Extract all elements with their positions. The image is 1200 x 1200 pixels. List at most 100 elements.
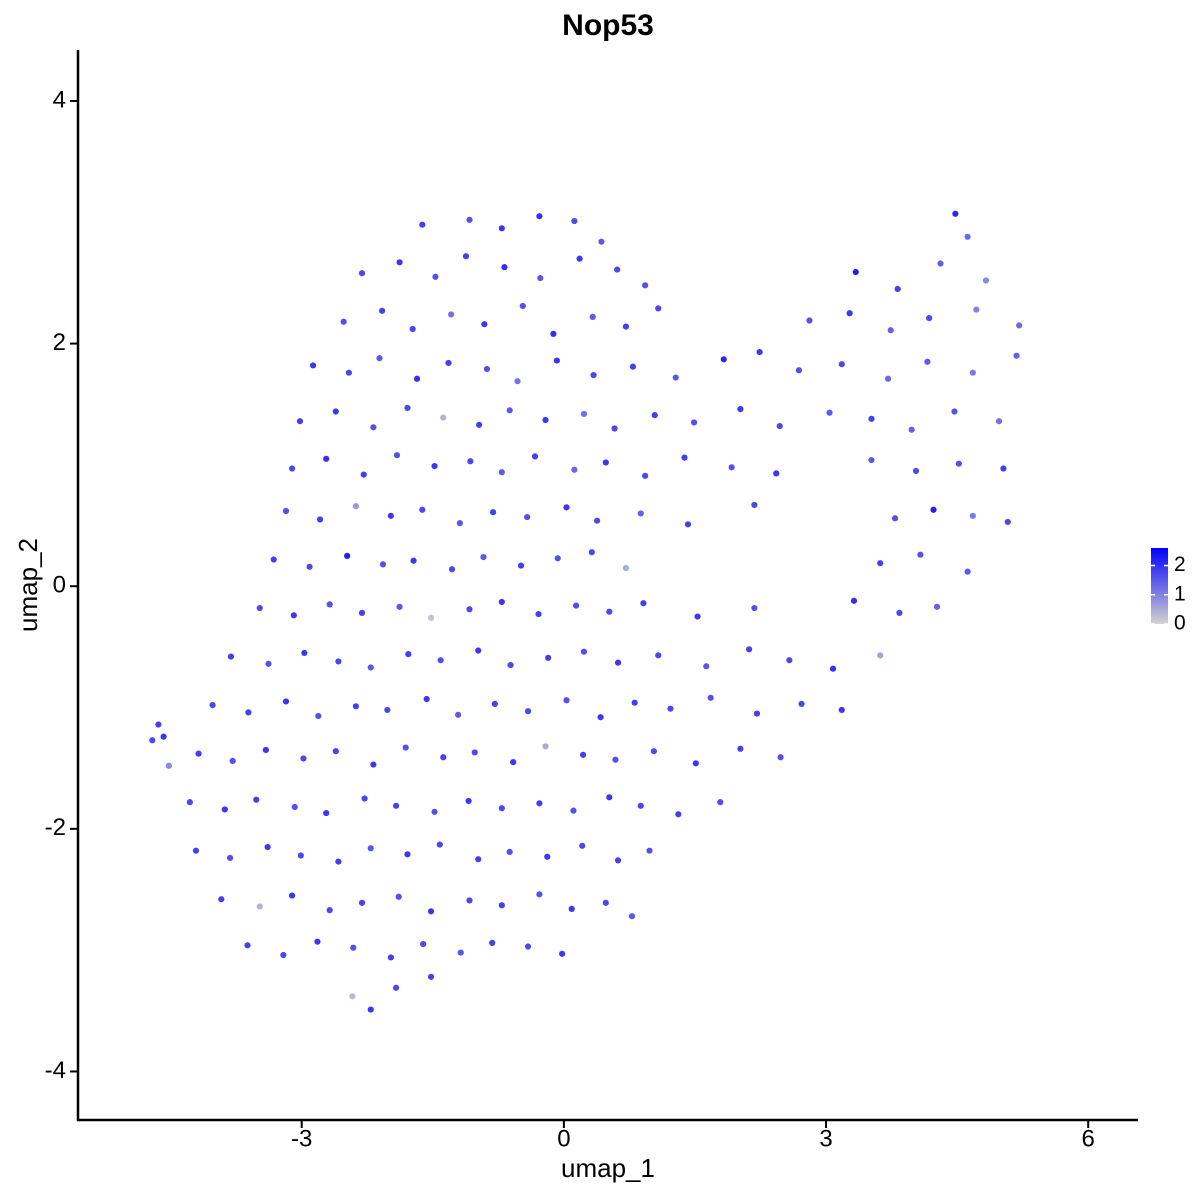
cell-point [229, 757, 236, 765]
cell-point [826, 409, 833, 416]
cell-point [717, 799, 724, 806]
cell-point [370, 424, 377, 431]
cell-point [846, 310, 853, 317]
cell-point [1016, 322, 1023, 329]
colorbar-label: 2 [1174, 553, 1186, 576]
cell-point [535, 611, 542, 618]
cell-point [544, 853, 551, 860]
cell-point [306, 563, 313, 570]
cell-point [751, 501, 758, 509]
cell-point [571, 466, 578, 473]
cell-point [288, 465, 296, 472]
cell-point [471, 749, 478, 756]
cell-point [326, 907, 333, 914]
cell-point [1004, 518, 1011, 526]
cell-point [694, 613, 701, 620]
x-tick-label: 0 [557, 1125, 570, 1152]
cell-point [370, 761, 377, 768]
cell-point [256, 903, 263, 910]
cell-point [413, 375, 421, 382]
cell-point [798, 700, 805, 707]
cell-point [629, 363, 637, 370]
cell-point [506, 848, 513, 855]
cell-point [498, 225, 505, 232]
cell-point [795, 367, 803, 374]
cell-point [545, 654, 552, 661]
cell-point [672, 374, 679, 381]
cell-point [829, 665, 837, 672]
cell-point [498, 902, 505, 909]
cell-point [614, 266, 621, 273]
cell-point [667, 705, 674, 712]
cell-point [933, 603, 941, 610]
cell-point [926, 315, 933, 322]
cell-point [300, 755, 307, 762]
cell-point [955, 460, 962, 467]
x-axis-title: umap_1 [561, 1153, 655, 1183]
y-axis-title: umap_2 [13, 538, 43, 632]
cell-point [838, 361, 845, 368]
cell-point [419, 506, 426, 513]
cell-point [537, 274, 544, 282]
cell-point [221, 806, 228, 813]
cell-point [160, 733, 167, 740]
cell-point [554, 555, 561, 562]
cell-point [455, 711, 462, 718]
cell-point [323, 455, 330, 462]
cell-point [410, 557, 417, 564]
cell-point [498, 805, 505, 812]
cell-point [352, 503, 359, 510]
cell-point [360, 471, 367, 478]
cell-point [536, 800, 543, 807]
cell-point [498, 469, 505, 476]
cell-point [405, 651, 412, 658]
cell-point [332, 408, 339, 415]
cell-point [270, 556, 277, 563]
cell-point [480, 553, 487, 561]
cell-point [440, 414, 447, 421]
cell-point [350, 944, 357, 951]
cell-point [475, 856, 482, 863]
cell-point [589, 313, 596, 320]
cell-point [637, 802, 644, 809]
cell-point [498, 598, 505, 606]
cell-point [894, 285, 901, 293]
cell-point [448, 311, 455, 318]
cell-point [427, 908, 435, 915]
cell-point [571, 217, 578, 225]
cell-point [550, 330, 557, 337]
cell-point [655, 305, 662, 312]
cell-point [466, 216, 473, 223]
cell-point [651, 412, 658, 419]
cell-point [622, 564, 630, 572]
cell-point [675, 811, 682, 818]
cell-point [262, 746, 269, 754]
cell-point [542, 416, 549, 424]
y-tick-label: 4 [53, 86, 66, 113]
cell-point [431, 808, 438, 815]
cell-point [877, 560, 884, 567]
cell-point [588, 549, 595, 556]
cell-point [431, 463, 438, 470]
cell-point [579, 842, 586, 849]
cell-point [506, 407, 513, 414]
cell-point [387, 512, 394, 519]
cell-point [358, 270, 366, 277]
x-tick-label: -3 [291, 1125, 312, 1152]
cell-point [887, 327, 894, 334]
cell-point [282, 507, 290, 515]
cell-point [568, 905, 575, 913]
cell-point [1000, 465, 1007, 472]
cell-point [440, 754, 447, 761]
cell-point [409, 325, 416, 333]
y-tick-label: -2 [45, 814, 66, 841]
cell-point [720, 356, 727, 363]
cell-point [507, 661, 514, 669]
cell-point [420, 940, 427, 948]
cell-point [427, 973, 435, 980]
cell-point [614, 659, 622, 666]
cell-point [598, 238, 605, 245]
cell-point [838, 706, 845, 714]
colorbar [1151, 548, 1168, 624]
